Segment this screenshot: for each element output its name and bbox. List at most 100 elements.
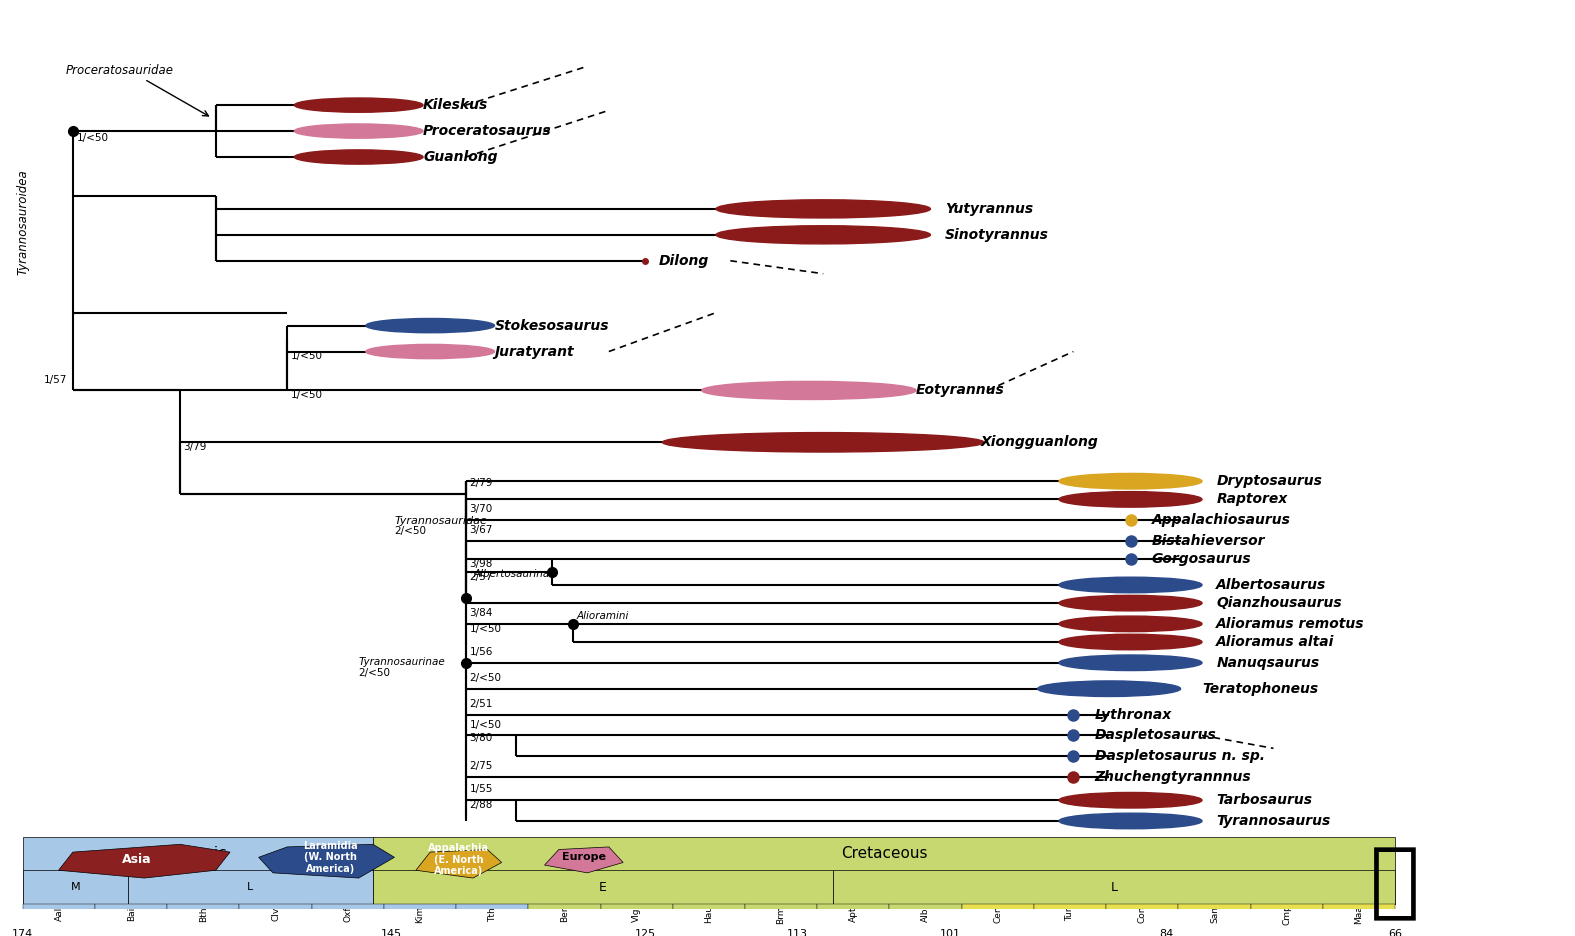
Ellipse shape [295,98,424,112]
FancyBboxPatch shape [1251,904,1323,925]
Text: 2/<50: 2/<50 [469,673,501,683]
Text: Yutyrannus: Yutyrannus [945,202,1033,216]
FancyBboxPatch shape [833,870,1395,904]
FancyBboxPatch shape [745,904,817,925]
Text: Kileskus: Kileskus [424,98,488,112]
Ellipse shape [1058,491,1202,507]
Text: Tyrannosaurus: Tyrannosaurus [1216,814,1331,828]
Text: Hau: Hau [704,905,713,923]
Ellipse shape [717,199,931,218]
Text: Proceratosauridae: Proceratosauridae [66,64,173,77]
Polygon shape [416,850,502,878]
Text: Jurassic: Jurassic [169,846,227,861]
FancyBboxPatch shape [22,904,94,925]
Text: Albertosaurus: Albertosaurus [1216,578,1326,592]
FancyBboxPatch shape [167,904,239,925]
FancyBboxPatch shape [890,904,962,925]
Ellipse shape [1058,616,1202,632]
Text: M: M [71,882,80,892]
Ellipse shape [1058,655,1202,670]
FancyBboxPatch shape [94,904,167,925]
Ellipse shape [1038,680,1181,696]
Text: 66: 66 [1388,929,1402,936]
Text: Guanlong: Guanlong [424,150,498,164]
FancyBboxPatch shape [373,870,833,904]
Text: Cen: Cen [994,905,1002,923]
Text: Bai: Bai [126,907,135,921]
Text: 145: 145 [381,929,402,936]
Ellipse shape [1058,474,1202,489]
Ellipse shape [1058,635,1202,650]
Ellipse shape [295,124,424,139]
Text: Albertosaurinae: Albertosaurinae [472,569,556,579]
Text: Appalachia
(E. North
America): Appalachia (E. North America) [428,843,490,876]
Ellipse shape [365,344,495,358]
Text: Juratyrant: Juratyrant [495,344,575,358]
Text: Tyrannosauridae: Tyrannosauridae [394,516,487,526]
Ellipse shape [663,432,984,452]
Text: 1/<50: 1/<50 [77,134,109,143]
Ellipse shape [365,318,495,332]
Text: 3/70: 3/70 [469,505,493,515]
FancyBboxPatch shape [1323,904,1395,925]
Text: Ber: Ber [561,907,569,922]
Text: 1/<50: 1/<50 [291,390,323,401]
FancyBboxPatch shape [457,904,528,925]
Text: Maa: Maa [1354,905,1364,924]
Text: 2/57: 2/57 [469,572,493,582]
Ellipse shape [1058,595,1202,611]
Text: Alb: Alb [921,907,931,922]
FancyBboxPatch shape [962,904,1033,925]
Text: Tyrannosaurinae: Tyrannosaurinae [359,657,446,667]
Text: 2/51: 2/51 [469,699,493,709]
Text: Alioramus altai: Alioramus altai [1216,635,1334,649]
Ellipse shape [1058,793,1202,808]
FancyBboxPatch shape [239,904,312,925]
Text: 2/<50: 2/<50 [359,667,391,678]
FancyBboxPatch shape [128,870,373,904]
Text: 1/<50: 1/<50 [291,351,323,361]
Text: Cretaceous: Cretaceous [841,846,928,861]
Polygon shape [545,847,624,873]
FancyBboxPatch shape [312,904,384,925]
Text: Tarbosaurus: Tarbosaurus [1216,793,1312,807]
Text: Qianzhousaurus: Qianzhousaurus [1216,596,1342,610]
Text: Dilong: Dilong [658,254,709,268]
FancyBboxPatch shape [22,870,128,904]
FancyBboxPatch shape [1033,904,1106,925]
Text: Bth: Bth [198,907,208,922]
Text: Cmp: Cmp [1282,904,1292,925]
Text: Con: Con [1137,906,1147,923]
Text: 174: 174 [13,929,33,936]
Ellipse shape [1058,813,1202,828]
Text: Vlg: Vlg [632,907,641,922]
Text: Xiongguanlong: Xiongguanlong [981,435,1098,449]
Text: 125: 125 [635,929,655,936]
Text: Kim: Kim [416,906,425,923]
Text: Alioramus remotus: Alioramus remotus [1216,617,1366,631]
Text: Tur: Tur [1065,908,1074,921]
Text: Oxf: Oxf [343,907,353,922]
Text: 3/84: 3/84 [469,608,493,618]
Text: 3/79: 3/79 [184,442,206,452]
Text: 113: 113 [788,929,808,936]
Polygon shape [258,844,394,878]
Text: Zhuchengtyrannnus: Zhuchengtyrannnus [1095,770,1252,783]
Text: 🦕: 🦕 [1370,842,1421,924]
Text: 1/57: 1/57 [44,374,68,385]
Text: Laramidia
(W. North
America): Laramidia (W. North America) [302,841,358,874]
Ellipse shape [702,381,917,400]
Text: 2/88: 2/88 [469,800,493,810]
Text: 3/80: 3/80 [469,733,493,742]
Text: Daspletosaurus n. sp.: Daspletosaurus n. sp. [1095,749,1265,763]
Text: Raptorex: Raptorex [1216,492,1287,506]
Ellipse shape [1058,578,1202,592]
Text: 2/79: 2/79 [469,478,493,489]
Text: Daspletosaurus: Daspletosaurus [1095,728,1216,742]
Text: Nanuqsaurus: Nanuqsaurus [1216,656,1320,670]
FancyBboxPatch shape [673,904,745,925]
Text: Tth: Tth [488,907,496,922]
FancyBboxPatch shape [22,837,373,904]
FancyBboxPatch shape [600,904,673,925]
Text: Eotyrannus: Eotyrannus [917,384,1005,398]
